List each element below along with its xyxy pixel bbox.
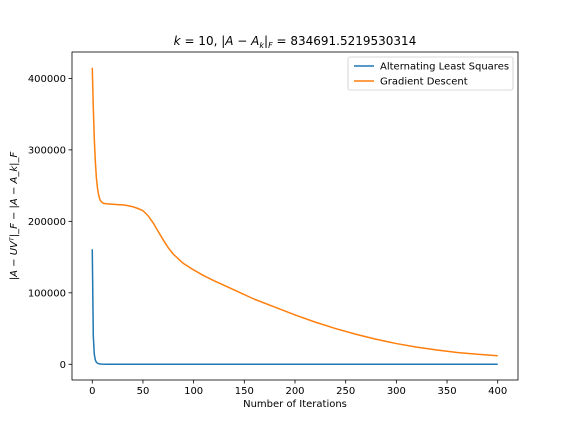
legend-label-2: Gradient Descent [380,77,468,88]
axes: 0 50 100 150 200 250 300 350 400 0 100000 200000 300… [28,51,519,397]
y-tick-label: 0 [60,360,66,371]
x-tick-label: 250 [336,386,355,397]
x-tick-label: 0 [89,386,95,397]
series-line-1 [91,249,498,366]
y-axis-label: |A − UVᵀ|_F − |A − A_k|_F [9,151,20,280]
series-line-2 [91,67,498,357]
y-tick-label: 300000 [28,145,66,156]
x-tick-label: 50 [137,386,150,397]
plot-area [91,67,498,366]
y-tick-label: 100000 [28,288,66,299]
legend: Alternating Least Squares Gradient Descen… [347,56,514,91]
x-tick-label: 350 [437,386,456,397]
legend-box [347,56,514,91]
x-tick-label: 150 [235,386,254,397]
x-tick-label: 300 [387,386,406,397]
legend-label-1: Alternating Least Squares [380,62,509,73]
x-axis-label: Number of Iterations [243,399,347,410]
y-tick-label: 200000 [28,217,66,228]
x-tick-label: 100 [184,386,203,397]
x-tick-label: 200 [285,386,304,397]
x-tick-label: 400 [488,386,507,397]
chart-title: k = 10, |A − Ak|F = 834691.5219530314 [174,34,417,50]
y-tick-label: 400000 [28,74,66,85]
